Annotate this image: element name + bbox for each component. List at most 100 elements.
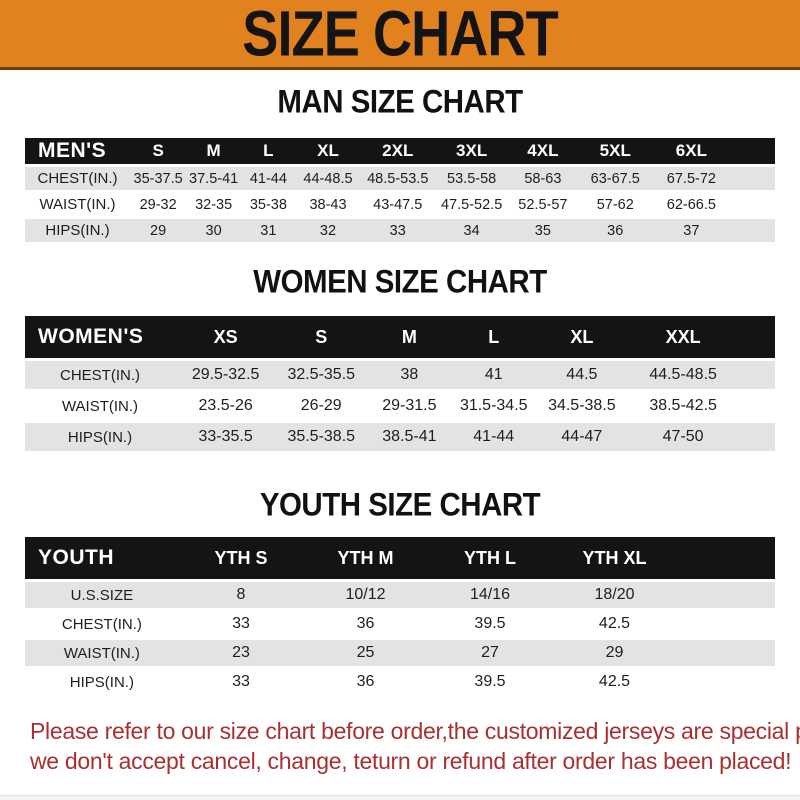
table-row: CHEST(IN.) 33 36 39.5 42.5 [25,611,775,637]
row-label: HIPS(IN.) [25,423,175,451]
column-header: XL [295,138,361,164]
column-header: S [276,316,367,358]
cell: 53.5-58 [435,167,508,190]
row-label: HIPS(IN.) [69,673,134,691]
cell: 38.5-41 [366,423,453,451]
row-filler [677,669,775,695]
row-label: WAIST(IN.) [25,640,179,666]
man-size-chart-section: MAN SIZE CHART MEN'S S M L XL 2XL 3XL 4XL 5XL 6XL… [0,83,800,245]
column-header: 6XL [652,138,730,164]
cell: 36 [356,615,375,632]
table-row: HIPS(IN.) 33 36 39.5 42.5 [25,669,775,695]
row-filler [730,167,775,190]
cell: 44.5 [535,361,629,389]
cell: 38.5-42.5 [649,397,717,414]
cell: 32 [295,219,361,242]
cell: 25 [303,640,428,666]
column-header: XL [535,316,629,358]
cell: 43-47.5 [373,196,423,213]
column-header: YTH XL [552,537,677,579]
bottom-strip [0,795,800,800]
cell: 41 [452,361,535,389]
cell: 35-37.5 [130,167,187,190]
table-row: CHEST(IN.) 35-37.5 37.5-41 41-44 44-48.5 48.5… [25,167,775,190]
cell: 33-35.5 [175,423,277,451]
cell: 29-31.5 [382,397,437,414]
cell: 34.5-38.5 [548,397,616,414]
cell: 29 [130,219,187,242]
cell: 52.5-57 [518,196,568,213]
cell: 62-66.5 [666,196,716,213]
cell: 37 [652,219,730,242]
order-note-line2: we don't accept cancel, change, teturn o… [30,748,792,774]
row-label: HIPS(IN.) [25,219,130,242]
cell: 36 [577,219,653,242]
order-note: Please refer to our size chart before or… [30,716,800,776]
row-filler [730,193,775,216]
header-filler [676,537,775,579]
women-table-title: WOMEN'S [25,316,175,358]
cell: 31 [241,219,296,242]
column-header: M [366,316,453,358]
column-header: XXL [628,316,738,358]
cell: 47.5-52.5 [440,196,503,213]
row-filler [730,219,775,242]
cell: 41-44 [241,167,296,190]
row-filler [737,423,775,451]
column-header: XS [175,316,277,358]
table-row: CHEST(IN.) 29.5-32.5 32.5-35.5 38 41 44.5 44.5… [25,361,775,389]
cell: 35.5-38.5 [276,423,367,451]
cell: 8 [178,582,304,608]
row-label: CHEST(IN.) [25,361,175,389]
cell: 47-50 [628,423,738,451]
column-header: 5XL [577,138,653,164]
row-label: CHEST(IN.) [25,167,130,190]
cell: 37.5-41 [186,167,241,190]
row-label: WAIST(IN.) [39,196,116,213]
cell: 33 [232,673,250,690]
cell: 23.5-26 [198,397,253,414]
cell: 39.5 [474,673,506,690]
youth-size-chart-heading: YOUTH SIZE CHART [259,486,541,523]
cell: 29 [552,640,677,666]
youth-table-title: YOUTH [25,537,179,579]
header-filler [737,316,775,358]
cell: 58-63 [508,167,578,190]
youth-size-chart-section: YOUTH SIZE CHART YOUTH YTH S YTH M YTH L YTH… [0,486,800,698]
header-row: MEN'S S M L XL 2XL 3XL 4XL 5XL 6XL [25,138,775,164]
row-label: WAIST(IN.) [61,397,139,415]
column-header: 3XL [435,138,508,164]
cell: 35 [508,219,578,242]
cell: 44.5-48.5 [628,361,738,389]
cell: 30 [186,219,241,242]
cell: 38 [366,361,453,389]
column-header: YTH S [178,537,304,579]
cell: 14/16 [427,582,553,608]
cell: 33 [360,219,436,242]
cell: 39.5 [474,615,506,632]
cell: 48.5-53.5 [360,167,436,190]
row-label: U.S.SIZE [25,582,179,608]
man-size-chart-heading: MAN SIZE CHART [277,83,523,120]
cell: 67.5-72 [652,167,730,190]
cell: 63-67.5 [577,167,653,190]
men-table-title: MEN'S [25,138,130,164]
cell: 18/20 [552,582,677,608]
table-row: WAIST(IN.) 23.5-26 26-29 29-31.5 31.5-34.5 34… [25,392,775,420]
women-size-table: WOMEN'S XS S M L XL XXL CHEST(IN.) 29.5-32.5 32.5… [25,313,775,454]
cell: 32-35 [195,196,233,213]
cell: 36 [356,673,375,690]
cell: 29-32 [139,196,177,213]
cell: 29.5-32.5 [175,361,277,389]
cell: 57-62 [596,196,634,213]
order-note-line1: Please refer to our size chart before or… [30,718,800,744]
cell: 42.5 [598,673,631,690]
row-filler [676,640,775,666]
column-header: 2XL [360,138,436,164]
table-row: WAIST(IN.) 29-32 32-35 35-38 38-43 43-47.5 47.… [25,193,775,216]
cell: 44-48.5 [295,167,361,190]
column-header: L [452,316,535,358]
women-size-chart-heading: WOMEN SIZE CHART [253,263,547,300]
youth-size-table: YOUTH YTH S YTH M YTH L YTH XL U.S.SIZE 8 10/12… [25,534,775,698]
table-row: WAIST(IN.) 23 25 27 29 [25,640,775,666]
